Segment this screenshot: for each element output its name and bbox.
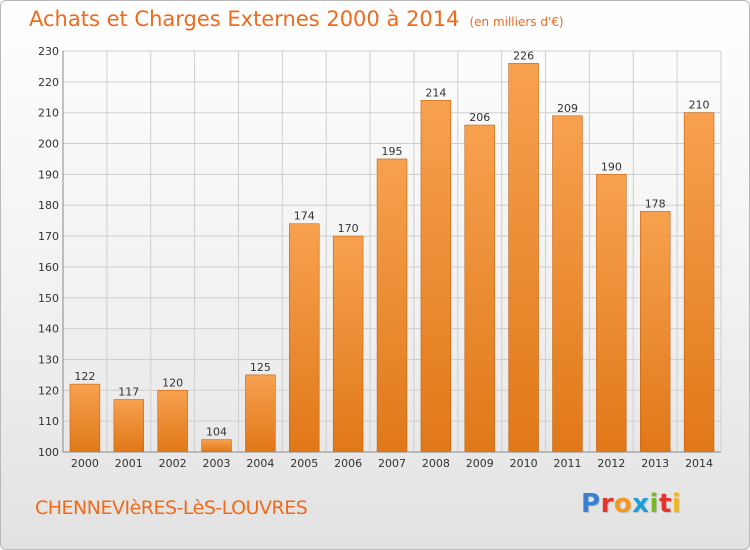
logo-letter: o bbox=[613, 489, 633, 519]
data-label-2007: 195 bbox=[382, 145, 403, 158]
bar-2005 bbox=[289, 223, 320, 453]
data-label-2008: 214 bbox=[425, 86, 446, 99]
y-tick-label: 190 bbox=[38, 168, 59, 181]
x-tick-label: 2011 bbox=[553, 457, 581, 470]
bar-2008 bbox=[420, 100, 452, 453]
data-label-2014: 210 bbox=[689, 99, 710, 112]
y-tick-label: 210 bbox=[38, 107, 59, 120]
y-tick-label: 220 bbox=[38, 76, 59, 89]
logo-letter: i bbox=[649, 489, 659, 519]
x-tick-label: 2006 bbox=[334, 457, 362, 470]
bar-2010 bbox=[508, 63, 539, 453]
bar-2007 bbox=[376, 158, 408, 453]
y-tick-label: 110 bbox=[38, 415, 59, 428]
data-label-2003: 104 bbox=[206, 426, 227, 439]
bar-2000 bbox=[69, 383, 101, 453]
y-tick-label: 140 bbox=[38, 323, 59, 336]
bar-2006 bbox=[332, 235, 364, 453]
logo-letter: i bbox=[671, 489, 682, 519]
data-label-2002: 120 bbox=[162, 376, 183, 389]
x-tick-label: 2007 bbox=[378, 457, 406, 470]
x-tick-label: 2009 bbox=[466, 457, 494, 470]
x-tick-label: 2004 bbox=[246, 457, 274, 470]
x-tick-label: 2003 bbox=[203, 457, 231, 470]
proxiti-logo: Proxiti bbox=[581, 489, 681, 519]
x-tick-label: 2005 bbox=[290, 457, 318, 470]
logo-letter: x bbox=[632, 489, 650, 519]
data-label-2010: 226 bbox=[513, 49, 534, 62]
y-tick-label: 180 bbox=[38, 199, 59, 212]
data-label-2000: 122 bbox=[74, 370, 95, 383]
bar-2011 bbox=[552, 115, 583, 453]
bar-2013 bbox=[639, 211, 671, 453]
y-tick-label: 120 bbox=[38, 384, 59, 397]
bar-2014 bbox=[683, 112, 715, 453]
y-tick-label: 230 bbox=[38, 45, 59, 58]
bar-2003 bbox=[201, 439, 232, 453]
logo-letter: P bbox=[581, 489, 601, 519]
data-label-2011: 209 bbox=[557, 102, 578, 115]
bar-2004 bbox=[245, 374, 276, 453]
data-label-2013: 178 bbox=[645, 197, 666, 210]
y-tick-label: 100 bbox=[38, 446, 59, 459]
data-label-2004: 125 bbox=[250, 361, 271, 374]
axes: 100 110 120 130 140 150 160 170 180 190 200 210 220 2… bbox=[38, 45, 721, 470]
chart-title-text: Achats et Charges Externes 2000 à 2014 bbox=[29, 7, 460, 31]
data-label-2006: 170 bbox=[338, 222, 359, 235]
logo-letter: r bbox=[600, 489, 614, 519]
data-label-2001: 117 bbox=[118, 386, 139, 399]
bar-2001 bbox=[113, 399, 145, 453]
y-tick-label: 150 bbox=[38, 292, 59, 305]
bar-2012 bbox=[596, 174, 627, 453]
x-tick-label: 2000 bbox=[71, 457, 99, 470]
chart-unit: (en milliers d'€) bbox=[469, 15, 564, 29]
chart-title: Achats et Charges Externes 2000 à 2014 (e… bbox=[29, 7, 564, 31]
y-tick-label: 160 bbox=[38, 261, 59, 274]
bar-2009 bbox=[464, 124, 495, 453]
y-tick-label: 200 bbox=[38, 138, 59, 151]
data-label-2005: 174 bbox=[294, 210, 315, 223]
x-tick-label: 2014 bbox=[685, 457, 713, 470]
logo-letter: t bbox=[658, 489, 672, 519]
y-tick-label: 170 bbox=[38, 230, 59, 243]
data-label-2009: 206 bbox=[469, 111, 490, 124]
bar-2002 bbox=[157, 390, 188, 453]
x-tick-label: 2001 bbox=[115, 457, 143, 470]
x-tick-label: 2012 bbox=[597, 457, 625, 470]
x-tick-label: 2010 bbox=[510, 457, 538, 470]
bars bbox=[69, 63, 715, 453]
y-tick-label: 130 bbox=[38, 353, 59, 366]
x-tick-label: 2008 bbox=[422, 457, 450, 470]
data-labels: 122 117 120 104 125 174 170 195 214 206 226 209 190 1… bbox=[74, 49, 709, 438]
x-tick-label: 2013 bbox=[641, 457, 669, 470]
data-label-2012: 190 bbox=[601, 160, 622, 173]
city-name: CHENNEVIèRES-LèS-LOUVRES bbox=[35, 497, 308, 519]
x-tick-label: 2002 bbox=[159, 457, 187, 470]
